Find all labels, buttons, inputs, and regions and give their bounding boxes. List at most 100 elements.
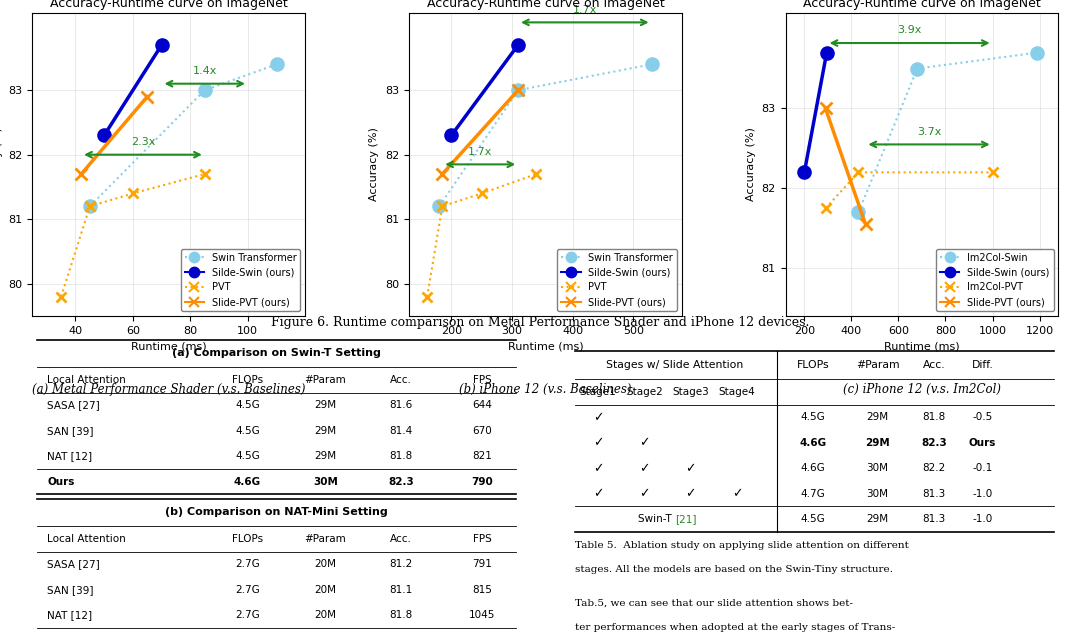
- Legend: Swin Transformer, Silde-Swin (ours), PVT, Slide-PVT (ours): Swin Transformer, Silde-Swin (ours), PVT…: [180, 249, 300, 311]
- Text: Figure 6. Runtime comparison on Metal Performance Shader and iPhone 12 devices.: Figure 6. Runtime comparison on Metal Pe…: [271, 316, 809, 328]
- Text: 30M: 30M: [866, 489, 889, 498]
- Text: ✓: ✓: [686, 462, 696, 475]
- Legend: Im2Col-Swin, Silde-Swin (ours), Im2Col-PVT, Slide-PVT (ours): Im2Col-Swin, Silde-Swin (ours), Im2Col-P…: [936, 249, 1053, 311]
- Text: ✓: ✓: [593, 436, 603, 450]
- Text: 81.6: 81.6: [390, 400, 413, 410]
- Text: NAT [12]: NAT [12]: [48, 451, 92, 461]
- Text: 4.6G: 4.6G: [799, 438, 826, 448]
- Text: -0.1: -0.1: [973, 464, 993, 473]
- Text: -1.0: -1.0: [973, 489, 993, 498]
- Text: Tab.5, we can see that our slide attention shows bet-: Tab.5, we can see that our slide attenti…: [575, 598, 853, 607]
- Text: SAN [39]: SAN [39]: [48, 425, 94, 436]
- X-axis label: Runtime (ms): Runtime (ms): [885, 342, 960, 351]
- Text: 81.3: 81.3: [922, 514, 945, 524]
- Text: 815: 815: [472, 585, 491, 594]
- Text: 2.7G: 2.7G: [235, 585, 260, 594]
- Text: 4.5G: 4.5G: [800, 413, 825, 422]
- Text: ter performances when adopted at the early stages of Trans-: ter performances when adopted at the ear…: [575, 623, 895, 632]
- Text: Diff.: Diff.: [972, 360, 994, 370]
- Text: SASA [27]: SASA [27]: [48, 400, 99, 410]
- Text: 81.2: 81.2: [390, 559, 413, 569]
- Text: Ours: Ours: [969, 438, 997, 448]
- Text: ✓: ✓: [593, 411, 603, 424]
- Text: ✓: ✓: [686, 487, 696, 500]
- Text: 81.8: 81.8: [922, 413, 945, 422]
- Text: (b) Comparison on NAT-Mini Setting: (b) Comparison on NAT-Mini Setting: [165, 507, 388, 518]
- Text: 4.5G: 4.5G: [235, 451, 260, 461]
- Text: 791: 791: [472, 559, 491, 569]
- X-axis label: Runtime (ms): Runtime (ms): [508, 342, 583, 351]
- Text: 29M: 29M: [314, 425, 337, 436]
- Text: 29M: 29M: [314, 451, 337, 461]
- Text: FLOPs: FLOPs: [232, 534, 262, 544]
- Text: 82.3: 82.3: [389, 477, 414, 486]
- Text: 30M: 30M: [313, 477, 338, 486]
- Text: Local Attention: Local Attention: [48, 534, 125, 544]
- Text: 4.6G: 4.6G: [800, 464, 825, 473]
- Text: Stages w/ Slide Attention: Stages w/ Slide Attention: [606, 360, 743, 370]
- Text: ✓: ✓: [639, 487, 649, 500]
- Text: FLOPs: FLOPs: [232, 375, 262, 385]
- Text: FPS: FPS: [473, 534, 491, 544]
- Text: ✓: ✓: [639, 436, 649, 450]
- Text: 1.7x: 1.7x: [572, 5, 597, 15]
- Text: 29M: 29M: [865, 438, 890, 448]
- Text: 29M: 29M: [866, 413, 889, 422]
- Text: 644: 644: [472, 400, 491, 410]
- Text: FPS: FPS: [473, 375, 491, 385]
- Text: 2.3x: 2.3x: [131, 137, 156, 147]
- Text: 790: 790: [471, 477, 492, 486]
- Text: (a) Comparison on Swin-T Setting: (a) Comparison on Swin-T Setting: [172, 349, 381, 359]
- Text: ✓: ✓: [593, 462, 603, 475]
- Text: 81.8: 81.8: [390, 451, 413, 461]
- Text: 81.4: 81.4: [390, 425, 413, 436]
- Text: 4.7G: 4.7G: [800, 489, 825, 498]
- Text: 4.5G: 4.5G: [235, 425, 260, 436]
- Text: 1.4x: 1.4x: [192, 66, 217, 76]
- Y-axis label: Accuracy (%): Accuracy (%): [369, 128, 379, 201]
- Text: 4.5G: 4.5G: [800, 514, 825, 524]
- Text: ✓: ✓: [732, 487, 742, 500]
- Text: 3.9x: 3.9x: [897, 25, 922, 36]
- Text: SAN [39]: SAN [39]: [48, 585, 94, 594]
- X-axis label: Runtime (ms): Runtime (ms): [131, 342, 206, 351]
- Text: (b) iPhone 12 (v.s. Baselines): (b) iPhone 12 (v.s. Baselines): [459, 383, 632, 396]
- Text: 2.7G: 2.7G: [235, 559, 260, 569]
- Text: Acc.: Acc.: [390, 375, 413, 385]
- Text: ✓: ✓: [593, 487, 603, 500]
- Text: 1045: 1045: [469, 610, 495, 620]
- Text: 81.8: 81.8: [390, 610, 413, 620]
- Text: NAT [12]: NAT [12]: [48, 610, 92, 620]
- Text: 4.5G: 4.5G: [235, 400, 260, 410]
- Title: Accuracy-Runtime curve on ImageNet: Accuracy-Runtime curve on ImageNet: [50, 0, 287, 10]
- Text: 1.7x: 1.7x: [468, 147, 492, 157]
- Text: Stage1: Stage1: [580, 387, 617, 397]
- Text: (a) Metal Performance Shader (v.s. Baselines): (a) Metal Performance Shader (v.s. Basel…: [32, 383, 306, 396]
- Text: -0.5: -0.5: [973, 413, 993, 422]
- Y-axis label: Accuracy (%): Accuracy (%): [746, 128, 756, 201]
- Text: Local Attention: Local Attention: [48, 375, 125, 385]
- Text: Ours: Ours: [48, 477, 75, 486]
- Title: Accuracy-Runtime curve on ImageNet: Accuracy-Runtime curve on ImageNet: [427, 0, 664, 10]
- Text: Acc.: Acc.: [390, 534, 413, 544]
- Text: 29M: 29M: [314, 400, 337, 410]
- Text: ✓: ✓: [639, 462, 649, 475]
- Text: #Param: #Param: [305, 534, 347, 544]
- Text: 20M: 20M: [314, 559, 337, 569]
- Text: FLOPs: FLOPs: [797, 360, 829, 370]
- Text: #Param: #Param: [855, 360, 900, 370]
- Text: stages. All the models are based on the Swin-Tiny structure.: stages. All the models are based on the …: [575, 565, 892, 574]
- Text: Table 5.  Ablation study on applying slide attention on different: Table 5. Ablation study on applying slid…: [575, 540, 908, 549]
- Y-axis label: Accuracy (%): Accuracy (%): [0, 128, 3, 201]
- Text: Acc.: Acc.: [922, 360, 945, 370]
- Text: 29M: 29M: [866, 514, 889, 524]
- Text: #Param: #Param: [305, 375, 347, 385]
- Text: -1.0: -1.0: [973, 514, 993, 524]
- Text: SASA [27]: SASA [27]: [48, 559, 99, 569]
- Text: Swin-T: Swin-T: [638, 514, 675, 524]
- Legend: Swin Transformer, Silde-Swin (ours), PVT, Slide-PVT (ours): Swin Transformer, Silde-Swin (ours), PVT…: [557, 249, 677, 311]
- Title: Accuracy-Runtime curve on ImageNet: Accuracy-Runtime curve on ImageNet: [804, 0, 1041, 10]
- Text: Stage2: Stage2: [626, 387, 663, 397]
- Text: Stage4: Stage4: [719, 387, 756, 397]
- Text: 821: 821: [472, 451, 491, 461]
